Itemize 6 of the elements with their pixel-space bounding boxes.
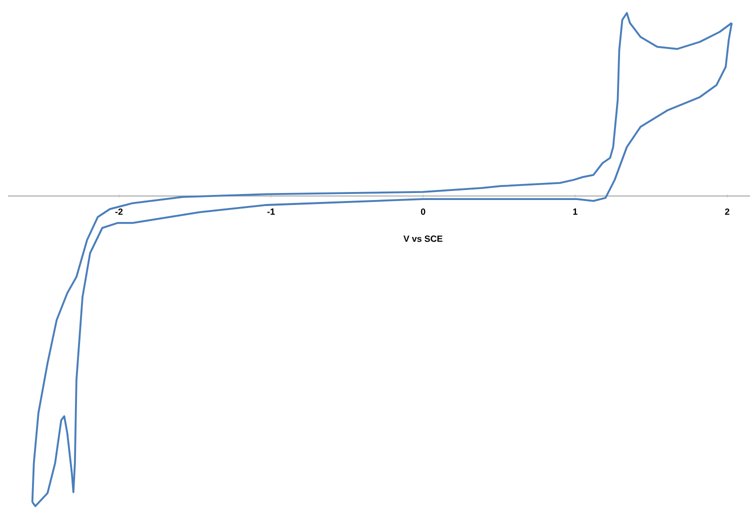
x-tick-label: -2 — [115, 208, 123, 215]
x-tick-label: 2 — [725, 208, 730, 215]
x-axis-title: V vs SCE — [403, 236, 442, 242]
x-tick-label: 0 — [420, 208, 426, 215]
x-tick-label: 1 — [573, 208, 578, 215]
x-tick-label: -1 — [267, 208, 275, 215]
